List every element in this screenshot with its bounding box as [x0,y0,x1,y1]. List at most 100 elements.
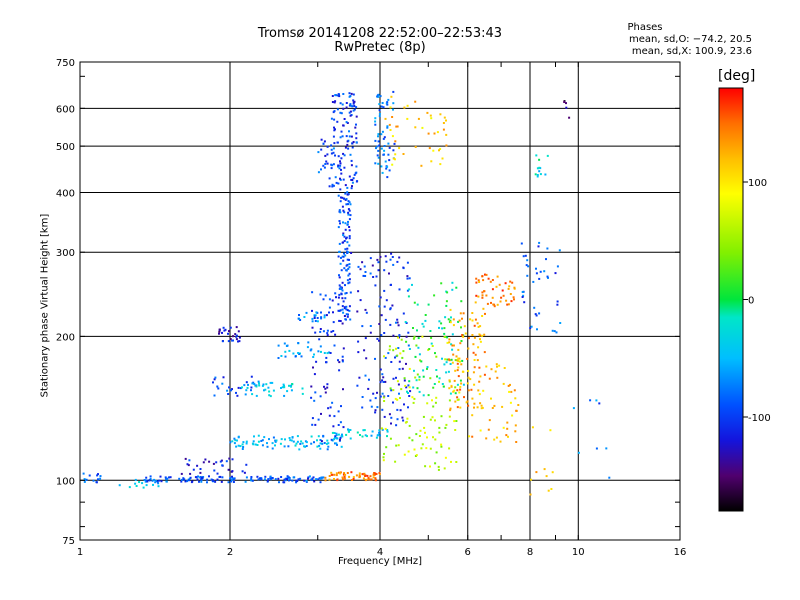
data-point [319,447,322,450]
data-point [341,360,344,363]
data-point [474,353,477,356]
data-point [330,117,333,120]
data-point [318,338,321,341]
data-point [347,203,349,206]
data-point [339,436,342,439]
data-point [156,480,159,483]
data-point [407,450,410,453]
data-point [509,293,512,295]
data-point [493,305,496,308]
data-point [406,117,409,120]
data-point [144,480,147,483]
data-point [221,464,224,467]
data-point [491,407,494,409]
data-point [386,430,389,433]
data-point [426,111,429,114]
data-point [458,391,461,394]
data-point [298,314,300,316]
data-point [430,160,433,163]
data-point [428,348,431,350]
data-point [348,237,351,240]
data-point [441,357,443,360]
data-point [331,431,334,434]
data-point [243,384,246,387]
data-point [159,475,162,478]
data-point [306,346,309,349]
data-point [502,426,505,429]
data-point [452,324,455,327]
data-point [474,301,477,304]
data-point [456,406,459,409]
data-point [340,445,343,448]
data-point [254,384,257,387]
data-point [482,389,485,392]
x-tick-label: 10 [572,547,585,558]
data-point [219,460,222,463]
data-point [312,366,314,369]
data-point [491,296,494,299]
data-point [311,326,314,329]
data-point [187,464,190,467]
data-point [471,414,474,417]
data-point [381,102,384,104]
data-point [258,382,260,385]
data-point [396,354,399,357]
data-point [338,95,341,98]
data-point [514,424,517,427]
data-point [83,480,86,483]
data-point [313,315,316,318]
data-point [479,340,482,343]
data-point [361,396,364,398]
data-point [217,387,220,390]
data-point [390,416,393,419]
data-point [423,426,426,429]
data-point [288,384,290,387]
data-point [406,277,409,280]
data-point [342,259,345,262]
data-point [551,471,554,474]
data-point [305,441,308,444]
data-point [290,439,293,442]
data-point [363,472,366,475]
data-point [445,119,447,122]
data-point [95,481,98,484]
data-point [344,292,347,295]
data-point [539,173,542,176]
data-point [301,387,304,390]
data-point [345,237,347,240]
data-point [366,474,369,477]
data-point [411,283,413,286]
data-point [376,337,379,340]
data-point [374,284,377,287]
data-point [311,291,314,294]
data-point [237,340,239,343]
data-point [343,240,346,242]
data-point [385,260,388,263]
data-point [324,163,327,165]
data-point [272,389,275,392]
data-point [391,256,394,258]
data-point [374,477,377,480]
data-point [301,442,304,445]
data-point [342,152,345,155]
data-point [449,321,452,324]
data-point [347,220,349,223]
data-point [233,477,236,480]
data-point [216,478,219,481]
data-point [457,320,460,323]
data-point [481,291,484,294]
data-point [268,438,270,441]
data-point [484,273,486,276]
data-point [310,396,313,399]
data-point [338,242,341,245]
data-point [204,458,207,461]
data-point [443,467,446,470]
data-point [522,294,525,297]
data-point [401,416,404,419]
data-point [199,468,202,470]
data-point [459,379,462,382]
y-tick-label: 100 [56,476,75,487]
data-point [535,154,538,157]
data-point [307,476,310,479]
data-point [339,162,342,165]
